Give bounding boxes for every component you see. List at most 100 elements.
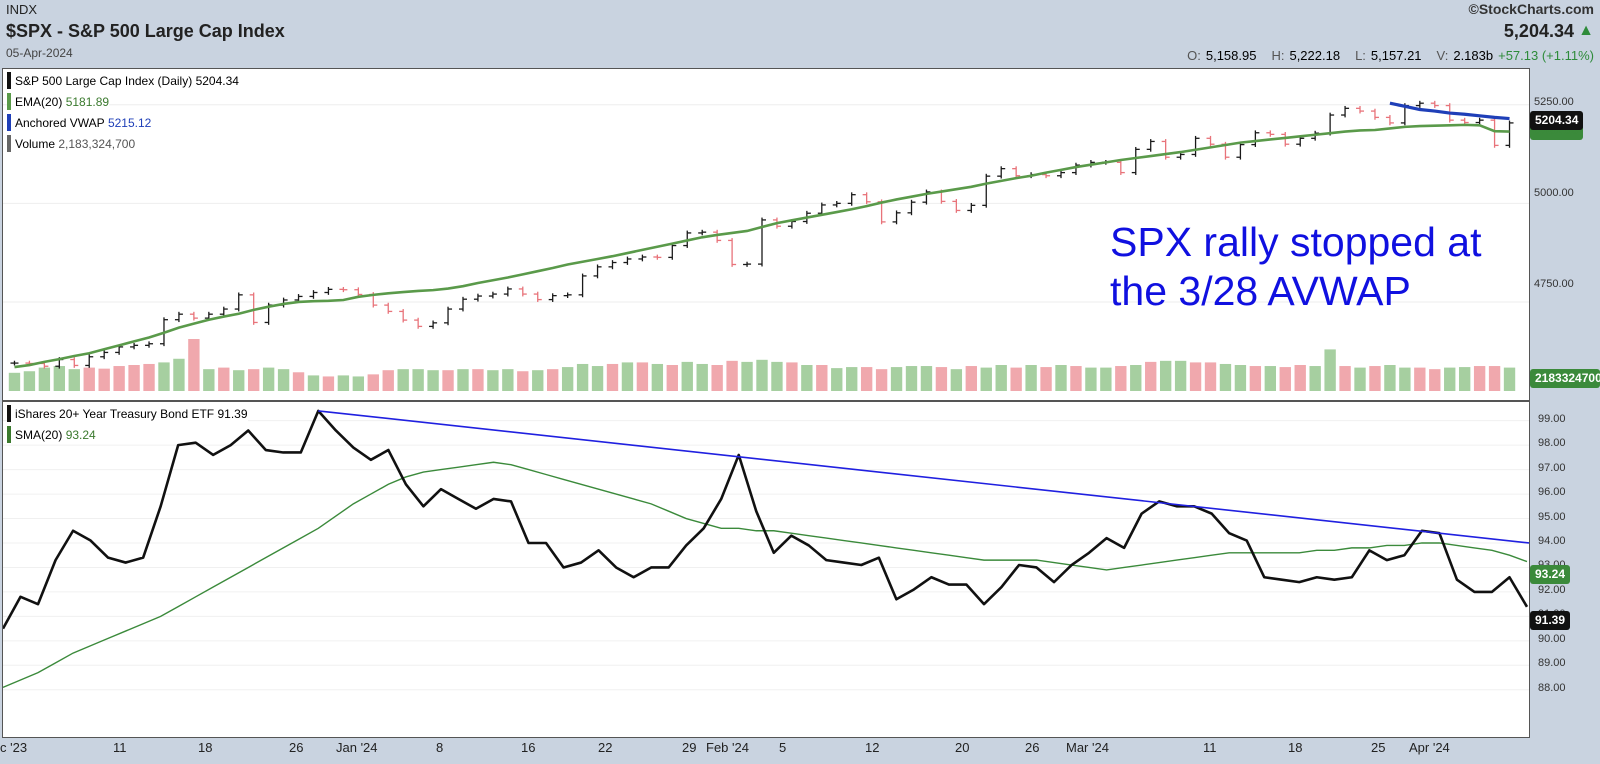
change-value: +57.13 (+1.11%) bbox=[1498, 48, 1594, 63]
volume-bar bbox=[188, 339, 200, 391]
tlt-price-tag: 91.39 bbox=[1530, 611, 1571, 630]
volume-bar bbox=[68, 369, 80, 391]
volume-bar bbox=[576, 363, 589, 391]
legend-volume-value: 2,183,324,700 bbox=[58, 136, 136, 151]
volume-bar bbox=[1444, 367, 1456, 391]
volume-bar bbox=[816, 365, 828, 391]
annotation-line-2: the 3/28 AVWAP bbox=[1110, 268, 1411, 314]
volume-bar bbox=[1488, 366, 1501, 391]
volume-bar bbox=[950, 369, 963, 391]
volume-bar bbox=[173, 358, 185, 391]
volume-bar bbox=[53, 366, 66, 391]
trendline bbox=[318, 410, 1529, 544]
volume-bar bbox=[547, 369, 559, 391]
x-tick-label: Jan '24 bbox=[336, 740, 378, 755]
volume-bar bbox=[352, 376, 365, 391]
y-tick-label: 5250.00 bbox=[1534, 96, 1574, 108]
volume-bar bbox=[1458, 367, 1471, 391]
legend-spx-name: S&P 500 Large Cap Index (Daily) bbox=[15, 73, 193, 88]
exchange-label: INDX bbox=[6, 2, 38, 17]
volume-bar bbox=[1025, 365, 1037, 391]
volume-bar bbox=[831, 368, 843, 391]
volume-bar bbox=[995, 365, 1007, 391]
legend-sma-name: SMA(20) bbox=[15, 427, 63, 442]
legend-swatch bbox=[7, 114, 11, 131]
volume-bar bbox=[8, 372, 21, 391]
legend-sma-value: 93.24 bbox=[65, 427, 96, 442]
x-tick-label: Mar '24 bbox=[1066, 740, 1109, 755]
legend-avwap-value: 5215.12 bbox=[107, 115, 152, 130]
legend-swatch bbox=[7, 405, 11, 422]
volume-bar bbox=[502, 369, 514, 391]
volume-label: V: bbox=[1436, 48, 1449, 63]
volume-bar bbox=[1145, 361, 1157, 391]
volume-bar bbox=[1040, 367, 1052, 391]
volume-bar bbox=[771, 361, 783, 391]
avwap-line bbox=[1389, 101, 1510, 121]
volume-bar bbox=[1100, 367, 1112, 391]
chart-header: INDX $SPX - S&P 500 Large Cap Index 05-A… bbox=[0, 0, 1600, 68]
volume-bar bbox=[1085, 367, 1097, 391]
volume-bar bbox=[472, 369, 484, 391]
y-tick-label: 96.00 bbox=[1538, 486, 1566, 499]
volume-bar bbox=[1384, 365, 1396, 391]
up-triangle-icon: ▲ bbox=[1578, 22, 1594, 39]
legend-swatch bbox=[7, 72, 11, 89]
volume-bar bbox=[1055, 365, 1067, 391]
high-label: H: bbox=[1271, 48, 1285, 63]
volume-bar bbox=[1249, 366, 1262, 391]
volume-bar bbox=[248, 369, 260, 391]
spx-price-tag: 5204.34 bbox=[1530, 111, 1584, 130]
volume-bar bbox=[1130, 365, 1142, 391]
legend-swatch bbox=[7, 426, 11, 443]
volume-bar bbox=[1010, 367, 1022, 391]
volume-bar bbox=[860, 367, 873, 391]
y-tick-label: 89.00 bbox=[1538, 657, 1566, 670]
volume-bar bbox=[1369, 366, 1381, 391]
volume-value: 2.183b bbox=[1453, 48, 1494, 63]
volume-bar bbox=[591, 366, 604, 391]
x-tick-label: 20 bbox=[955, 740, 970, 755]
x-tick-label: 18 bbox=[198, 740, 213, 755]
tlt-chart[interactable] bbox=[3, 402, 1529, 737]
volume-bar bbox=[726, 360, 738, 391]
spx-chart[interactable] bbox=[3, 69, 1529, 400]
volume-bar bbox=[681, 361, 693, 391]
y-tick-label: 90.00 bbox=[1538, 632, 1566, 645]
y-tick-label: 99.00 bbox=[1538, 412, 1566, 425]
x-tick-label: 26 bbox=[1025, 740, 1040, 755]
volume-bar bbox=[1264, 366, 1276, 391]
volume-bar bbox=[412, 369, 424, 391]
legend-tlt: iShares 20+ Year Treasury Bond ETF 91.39 bbox=[7, 404, 248, 423]
volume-bar bbox=[442, 370, 454, 391]
volume-bar bbox=[487, 370, 499, 391]
volume-bar bbox=[1324, 349, 1336, 391]
y-tick-label: 5000.00 bbox=[1534, 187, 1574, 199]
volume-bar bbox=[1279, 367, 1291, 391]
legend-spx: S&P 500 Large Cap Index (Daily) 5204.34 bbox=[7, 71, 239, 90]
volume-bar bbox=[756, 359, 768, 391]
volume-bar bbox=[1414, 367, 1426, 391]
volume-bar bbox=[143, 363, 155, 391]
y-tick-label: 97.00 bbox=[1538, 461, 1566, 474]
volume-bar bbox=[1189, 362, 1202, 391]
volume-bar bbox=[233, 370, 245, 391]
brand-logo[interactable]: ©StockCharts.com bbox=[1468, 1, 1594, 17]
volume-bar bbox=[397, 369, 409, 391]
volume-bar bbox=[786, 362, 798, 391]
volume-bar bbox=[1294, 365, 1306, 391]
spx-panel: S&P 500 Large Cap Index (Daily) 5204.34 … bbox=[2, 68, 1530, 401]
x-tick-label: Feb '24 bbox=[706, 740, 749, 755]
volume-bar bbox=[158, 362, 170, 391]
volume-bar bbox=[532, 370, 544, 391]
legend-avwap: Anchored VWAP 5215.12 bbox=[7, 113, 152, 132]
legend-volume-name: Volume bbox=[15, 136, 56, 151]
volume-bar bbox=[741, 361, 753, 391]
ohlc-row: O: 5,158.95 H: 5,222.18 L: 5,157.21 V: 2… bbox=[1187, 48, 1594, 63]
y-tick-label: 92.00 bbox=[1538, 583, 1566, 596]
x-tick-label: 18 bbox=[1288, 740, 1303, 755]
last-price: 5,204.34 bbox=[1503, 21, 1574, 41]
y-tick-label: 94.00 bbox=[1538, 534, 1566, 547]
x-tick-label: 26 bbox=[289, 740, 304, 755]
volume-bar bbox=[1174, 360, 1187, 391]
